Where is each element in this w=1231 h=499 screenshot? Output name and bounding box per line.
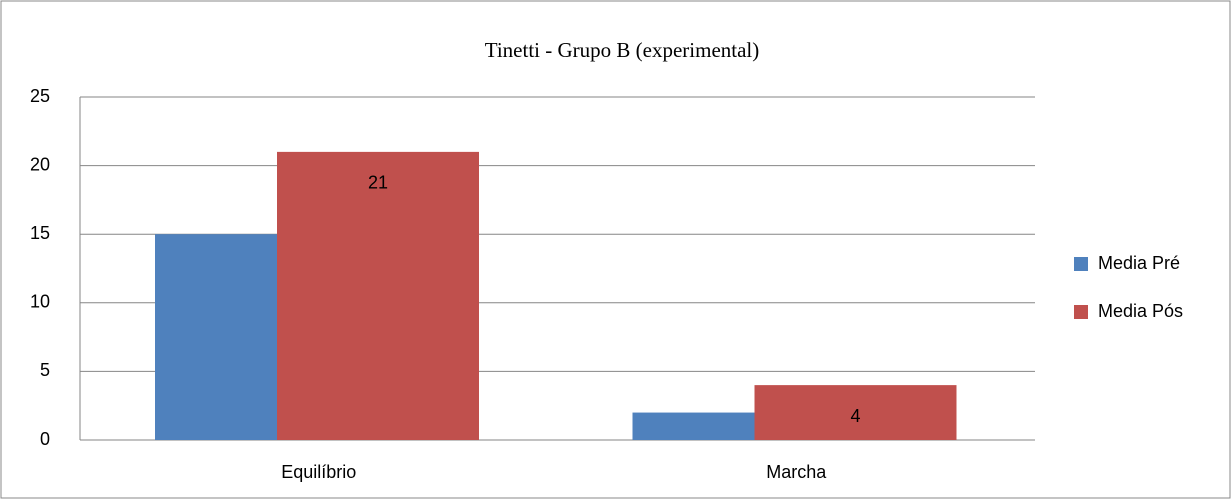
data-label: 4 [850, 406, 860, 426]
x-tick-label: Equilíbrio [281, 462, 356, 482]
chart-title: Tinetti - Grupo B (experimental) [485, 38, 760, 62]
bar [155, 234, 277, 440]
bar [754, 385, 957, 440]
legend-label: Media Pós [1098, 301, 1183, 321]
y-tick-label: 0 [40, 429, 50, 449]
data-label: 21 [368, 173, 388, 193]
legend-label: Media Pré [1098, 253, 1180, 273]
bar [277, 151, 479, 440]
y-tick-label: 15 [30, 223, 50, 243]
y-tick-label: 10 [30, 292, 50, 312]
legend-swatch [1074, 257, 1088, 271]
y-tick-label: 25 [30, 86, 50, 106]
y-tick-label: 20 [30, 154, 50, 174]
x-tick-label: Marcha [766, 462, 827, 482]
legend-swatch [1074, 305, 1088, 319]
bar [632, 412, 755, 440]
y-tick-label: 5 [40, 360, 50, 380]
